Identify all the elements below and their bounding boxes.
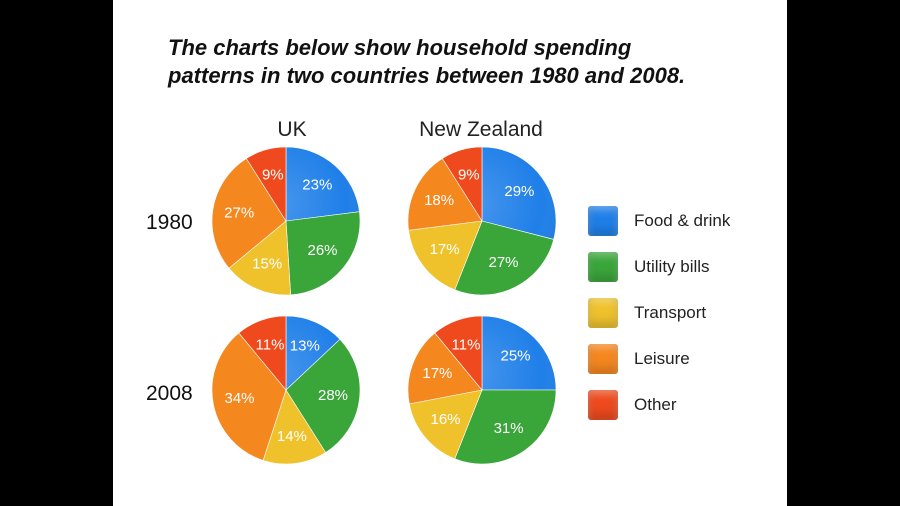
legend-swatch-transport	[588, 298, 618, 328]
slice-leisure	[211, 158, 287, 269]
slice-label-utility-bills: 27%	[488, 254, 518, 271]
column-label-uk: UK	[277, 118, 307, 141]
legend: Food & drink Utility bills Transport Lei…	[588, 198, 730, 428]
legend-swatch-food-drink	[588, 206, 618, 236]
slice-other	[245, 146, 287, 223]
pie-new-zealand-2008: 25% 31% 16% 17%11%	[407, 315, 557, 465]
slice-label-other: 11%	[256, 336, 285, 353]
title-line-1: The charts below show household spending	[168, 35, 632, 60]
slice-label-leisure: 27%	[224, 205, 254, 222]
slice-leisure	[211, 332, 287, 461]
slice-label-transport: 16%	[430, 411, 460, 428]
pie-uk-1980: 23% 26% 15% 27% 9%	[211, 146, 361, 296]
slice-label-other: 9%	[458, 166, 480, 183]
slice-label-other: 9%	[262, 166, 284, 183]
slice-transport	[228, 220, 291, 296]
legend-swatch-leisure	[588, 344, 618, 374]
slice-utility-bills	[454, 389, 557, 465]
legend-item-food-drink: Food & drink	[588, 198, 730, 244]
legend-item-other: Other	[588, 382, 730, 428]
legend-label-utility-bills: Utility bills	[634, 257, 710, 276]
legend-item-utility-bills: Utility bills	[588, 244, 730, 290]
slice-label-utility-bills: 26%	[307, 242, 337, 259]
column-label-new-zealand: New Zealand	[419, 118, 543, 141]
slice-transport	[408, 220, 483, 291]
slice-label-transport: 17%	[430, 241, 460, 258]
pie-uk-2008: 13% 28% 14% 34% 11%	[211, 315, 361, 465]
legend-label-food-drink: Food & drink	[634, 211, 731, 230]
legend-label-other: Other	[634, 395, 677, 414]
slice-label-leisure: 34%	[224, 390, 254, 407]
row-label-2008: 2008	[146, 382, 193, 405]
legend-item-leisure: Leisure	[588, 336, 730, 382]
slice-other	[434, 315, 483, 391]
slice-label-food-drink: 13%	[290, 337, 320, 354]
row-label-1980: 1980	[146, 211, 193, 234]
pie-new-zealand-1980: 29% 27% 17% 18%9%	[407, 146, 557, 296]
slice-label-other: 11%	[452, 336, 481, 353]
legend-label-leisure: Leisure	[634, 349, 690, 368]
slice-other	[441, 146, 483, 223]
legend-label-transport: Transport	[634, 303, 707, 322]
slice-label-utility-bills: 28%	[318, 387, 348, 404]
legend-swatch-other	[588, 390, 618, 420]
legend-item-transport: Transport	[588, 290, 730, 336]
slice-utility-bills	[454, 220, 555, 296]
slice-transport	[408, 389, 483, 460]
title-line-2: patterns in two countries between 1980 a…	[168, 63, 686, 88]
legend-swatch-utility-bills	[588, 252, 618, 282]
slice-label-leisure: 18%	[424, 192, 454, 209]
slice-label-transport: 15%	[252, 255, 282, 272]
chart-title: The charts below show household spending…	[168, 34, 768, 90]
slice-label-food-drink: 25%	[500, 347, 530, 364]
slice-label-food-drink: 29%	[504, 183, 534, 200]
slice-leisure	[407, 158, 483, 231]
slice-leisure	[407, 332, 483, 405]
chart-slide: The charts below show household spending…	[113, 0, 787, 506]
slice-utility-bills	[285, 211, 361, 296]
slice-label-food-drink: 23%	[302, 176, 332, 193]
slice-other	[238, 315, 287, 391]
slice-label-transport: 14%	[277, 428, 307, 445]
slice-label-utility-bills: 31%	[494, 420, 524, 437]
slice-utility-bills	[285, 338, 361, 453]
slice-transport	[262, 389, 327, 465]
slice-label-leisure: 17%	[422, 365, 452, 382]
